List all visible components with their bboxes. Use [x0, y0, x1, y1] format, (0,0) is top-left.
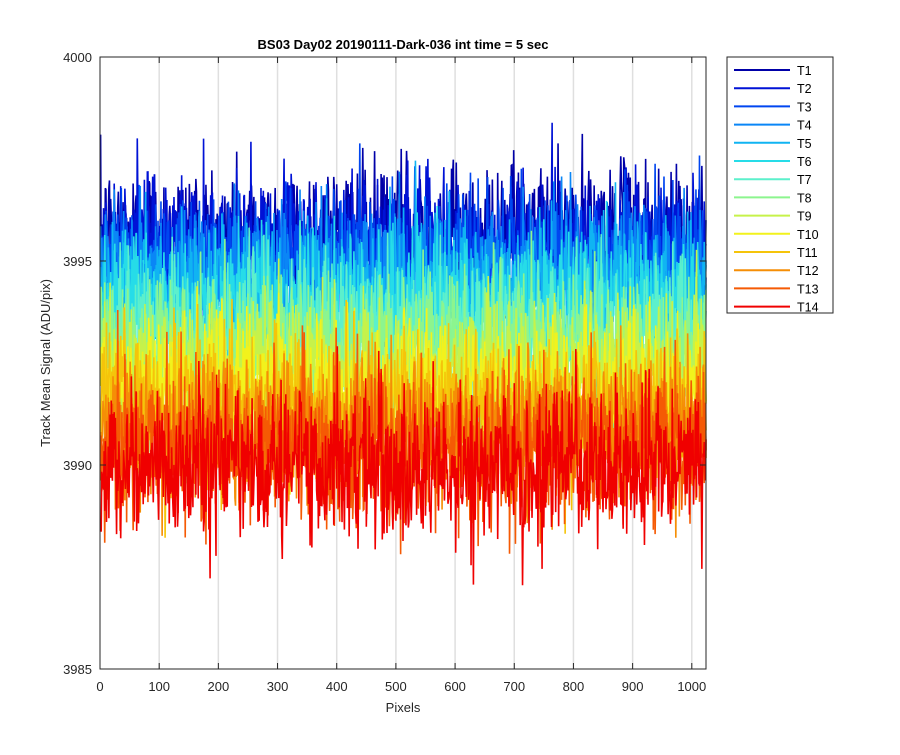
legend-label: T5: [797, 137, 812, 151]
x-tick-label: 0: [96, 679, 103, 694]
legend-label: T10: [797, 228, 819, 242]
x-tick-label: 500: [385, 679, 407, 694]
legend-label: T13: [797, 282, 819, 296]
legend-item-T13[interactable]: T13: [734, 282, 819, 296]
series-line-T14: [99, 346, 707, 586]
x-tick-label: 100: [148, 679, 170, 694]
legend-label: T4: [797, 119, 812, 133]
y-tick-label: 3995: [63, 254, 92, 269]
x-tick-label: 900: [622, 679, 644, 694]
legend-item-T9[interactable]: T9: [734, 210, 812, 224]
y-tick-label: 3990: [63, 458, 92, 473]
legend-item-T14[interactable]: T14: [734, 301, 819, 315]
legend-label: T12: [797, 264, 819, 278]
legend-label: T11: [797, 246, 818, 260]
x-tick-label: 300: [267, 679, 289, 694]
legend-item-T5[interactable]: T5: [734, 137, 812, 151]
axes-box: [99, 56, 707, 670]
legend-label: T8: [797, 191, 812, 205]
legend-item-T1[interactable]: T1: [734, 64, 812, 78]
legend-item-T6[interactable]: T6: [734, 155, 812, 169]
y-tick-label: 3985: [63, 662, 92, 677]
x-tick-label: 200: [208, 679, 230, 694]
series-lines: [99, 122, 707, 586]
legend-item-T12[interactable]: T12: [734, 264, 819, 278]
legend-item-T7[interactable]: T7: [734, 173, 812, 187]
x-tick-label: 1000: [677, 679, 706, 694]
chart-title: BS03 Day02 20190111-Dark-036 int time = …: [258, 37, 549, 52]
legend-label: T7: [797, 173, 812, 187]
legend-item-T11[interactable]: T11: [734, 246, 818, 260]
legend-label: T1: [797, 64, 812, 78]
x-tick-label: 600: [444, 679, 466, 694]
legend-label: T2: [797, 82, 812, 96]
legend: T1 T2 T3 T4 T5 T6 T7 T8 T9 T10 T11 T12 T13 T14: [726, 56, 834, 315]
x-axis-label: Pixels: [386, 700, 421, 715]
legend-label: T14: [797, 301, 819, 315]
x-tick-label: 400: [326, 679, 348, 694]
x-tick-label: 700: [503, 679, 525, 694]
legend-item-T3[interactable]: T3: [734, 100, 812, 114]
x-tick-label: 800: [563, 679, 585, 694]
axis-ticks: 0 100 200 300 400 500 600 700 800 900 1000 3985 3990…: [63, 50, 706, 694]
legend-label: T6: [797, 155, 812, 169]
legend-item-T4[interactable]: T4: [734, 119, 812, 133]
legend-item-T8[interactable]: T8: [734, 191, 812, 205]
legend-item-T10[interactable]: T10: [734, 228, 819, 242]
legend-item-T2[interactable]: T2: [734, 82, 812, 96]
legend-label: T3: [797, 100, 812, 114]
y-tick-label: 4000: [63, 50, 92, 65]
legend-label: T9: [797, 210, 812, 224]
y-axis-label: Track Mean Signal (ADU/pix): [38, 279, 53, 447]
